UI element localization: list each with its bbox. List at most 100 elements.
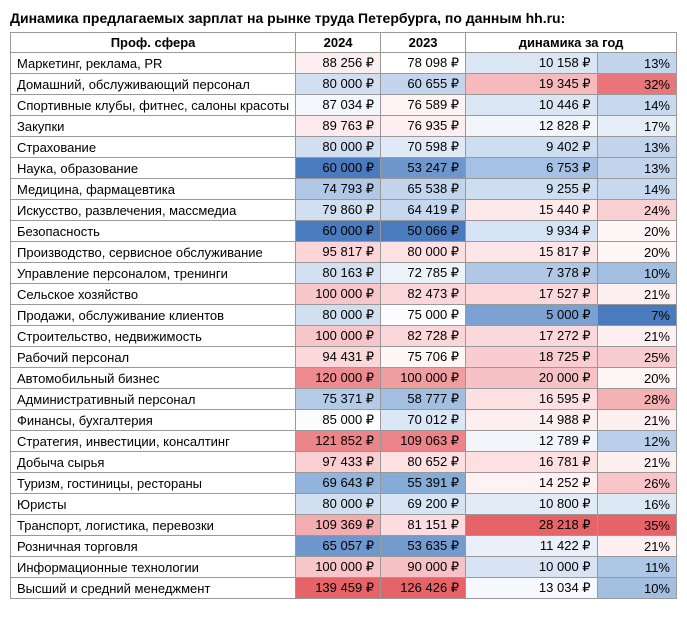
- table-row: Безопасность60 000 ₽50 066 ₽9 934 ₽20%: [11, 221, 677, 242]
- cell-2024: 100 000 ₽: [296, 326, 381, 347]
- cell-pct: 16%: [597, 494, 676, 515]
- cell-label: Маркетинг, реклама, PR: [11, 53, 296, 74]
- cell-diff: 7 378 ₽: [466, 263, 598, 284]
- cell-2024: 95 817 ₽: [296, 242, 381, 263]
- salary-table: Проф. сфера 2024 2023 динамика за год Ма…: [10, 32, 677, 599]
- cell-2024: 79 860 ₽: [296, 200, 381, 221]
- cell-2024: 100 000 ₽: [296, 284, 381, 305]
- cell-2024: 80 000 ₽: [296, 305, 381, 326]
- cell-label: Наука, образование: [11, 158, 296, 179]
- cell-2024: 60 000 ₽: [296, 158, 381, 179]
- table-row: Домашний, обслуживающий персонал80 000 ₽…: [11, 74, 677, 95]
- cell-2024: 74 793 ₽: [296, 179, 381, 200]
- col-2023: 2023: [381, 33, 466, 53]
- cell-label: Искусство, развлечения, массмедиа: [11, 200, 296, 221]
- cell-diff: 14 988 ₽: [466, 410, 598, 431]
- cell-2023: 109 063 ₽: [381, 431, 466, 452]
- cell-diff: 10 800 ₽: [466, 494, 598, 515]
- col-2024: 2024: [296, 33, 381, 53]
- cell-diff: 6 753 ₽: [466, 158, 598, 179]
- cell-2024: 80 163 ₽: [296, 263, 381, 284]
- cell-label: Строительство, недвижимость: [11, 326, 296, 347]
- cell-label: Домашний, обслуживающий персонал: [11, 74, 296, 95]
- cell-label: Информационные технологии: [11, 557, 296, 578]
- cell-label: Рабочий персонал: [11, 347, 296, 368]
- cell-diff: 19 345 ₽: [466, 74, 598, 95]
- cell-diff: 14 252 ₽: [466, 473, 598, 494]
- cell-label: Добыча сырья: [11, 452, 296, 473]
- table-row: Производство, сервисное обслуживание95 8…: [11, 242, 677, 263]
- cell-2024: 94 431 ₽: [296, 347, 381, 368]
- cell-2024: 87 034 ₽: [296, 95, 381, 116]
- table-row: Маркетинг, реклама, PR88 256 ₽78 098 ₽10…: [11, 53, 677, 74]
- cell-pct: 20%: [597, 368, 676, 389]
- header-row: Проф. сфера 2024 2023 динамика за год: [11, 33, 677, 53]
- cell-label: Финансы, бухгалтерия: [11, 410, 296, 431]
- cell-2024: 85 000 ₽: [296, 410, 381, 431]
- cell-2023: 80 000 ₽: [381, 242, 466, 263]
- col-dynamic: динамика за год: [466, 33, 677, 53]
- table-row: Рабочий персонал94 431 ₽75 706 ₽18 725 ₽…: [11, 347, 677, 368]
- cell-pct: 11%: [597, 557, 676, 578]
- cell-diff: 16 595 ₽: [466, 389, 598, 410]
- cell-diff: 15 817 ₽: [466, 242, 598, 263]
- cell-label: Управление персоналом, тренинги: [11, 263, 296, 284]
- cell-2024: 139 459 ₽: [296, 578, 381, 599]
- table-row: Наука, образование60 000 ₽53 247 ₽6 753 …: [11, 158, 677, 179]
- cell-2024: 80 000 ₽: [296, 137, 381, 158]
- cell-2023: 64 419 ₽: [381, 200, 466, 221]
- cell-2024: 80 000 ₽: [296, 494, 381, 515]
- cell-label: Административный персонал: [11, 389, 296, 410]
- table-row: Автомобильный бизнес120 000 ₽100 000 ₽20…: [11, 368, 677, 389]
- cell-pct: 13%: [597, 53, 676, 74]
- cell-diff: 28 218 ₽: [466, 515, 598, 536]
- cell-label: Стратегия, инвестиции, консалтинг: [11, 431, 296, 452]
- cell-2024: 80 000 ₽: [296, 74, 381, 95]
- table-row: Управление персоналом, тренинги80 163 ₽ 7…: [11, 263, 677, 284]
- page-title: Динамика предлагаемых зарплат на рынке т…: [10, 10, 677, 26]
- cell-2024: 109 369 ₽: [296, 515, 381, 536]
- cell-diff: 9 255 ₽: [466, 179, 598, 200]
- cell-label: Транспорт, логистика, перевозки: [11, 515, 296, 536]
- cell-diff: 9 402 ₽: [466, 137, 598, 158]
- cell-2024: 75 371 ₽: [296, 389, 381, 410]
- cell-diff: 18 725 ₽: [466, 347, 598, 368]
- cell-pct: 17%: [597, 116, 676, 137]
- table-row: Добыча сырья97 433 ₽80 652 ₽16 781 ₽21%: [11, 452, 677, 473]
- table-row: Розничная торговля65 057 ₽53 635 ₽11 422…: [11, 536, 677, 557]
- cell-diff: 20 000 ₽: [466, 368, 598, 389]
- cell-pct: 21%: [597, 536, 676, 557]
- cell-2023: 53 635 ₽: [381, 536, 466, 557]
- cell-diff: 17 272 ₽: [466, 326, 598, 347]
- cell-2024: 69 643 ₽: [296, 473, 381, 494]
- cell-pct: 10%: [597, 578, 676, 599]
- cell-pct: 21%: [597, 410, 676, 431]
- cell-2024: 65 057 ₽: [296, 536, 381, 557]
- cell-label: Розничная торговля: [11, 536, 296, 557]
- table-row: Спортивные клубы, фитнес, салоны красоты…: [11, 95, 677, 116]
- cell-label: Медицина, фармацевтика: [11, 179, 296, 200]
- cell-label: Автомобильный бизнес: [11, 368, 296, 389]
- cell-2024: 60 000 ₽: [296, 221, 381, 242]
- cell-2023: 55 391 ₽: [381, 473, 466, 494]
- col-sphere: Проф. сфера: [11, 33, 296, 53]
- cell-pct: 13%: [597, 158, 676, 179]
- cell-pct: 26%: [597, 473, 676, 494]
- cell-pct: 14%: [597, 179, 676, 200]
- cell-label: Страхование: [11, 137, 296, 158]
- table-row: Строительство, недвижимость100 000 ₽82 7…: [11, 326, 677, 347]
- cell-label: Юристы: [11, 494, 296, 515]
- cell-diff: 11 422 ₽: [466, 536, 598, 557]
- cell-2023: 70 598 ₽: [381, 137, 466, 158]
- cell-2024: 120 000 ₽: [296, 368, 381, 389]
- cell-pct: 7%: [597, 305, 676, 326]
- cell-pct: 25%: [597, 347, 676, 368]
- cell-2024: 121 852 ₽: [296, 431, 381, 452]
- cell-2023: 100 000 ₽: [381, 368, 466, 389]
- table-row: Информационные технологии100 000 ₽90 000…: [11, 557, 677, 578]
- cell-2023: 82 728 ₽: [381, 326, 466, 347]
- cell-pct: 20%: [597, 221, 676, 242]
- cell-2023: 60 655 ₽: [381, 74, 466, 95]
- table-row: Высший и средний менеджмент139 459 ₽126 …: [11, 578, 677, 599]
- table-row: Сельское хозяйство100 000 ₽82 473 ₽17 52…: [11, 284, 677, 305]
